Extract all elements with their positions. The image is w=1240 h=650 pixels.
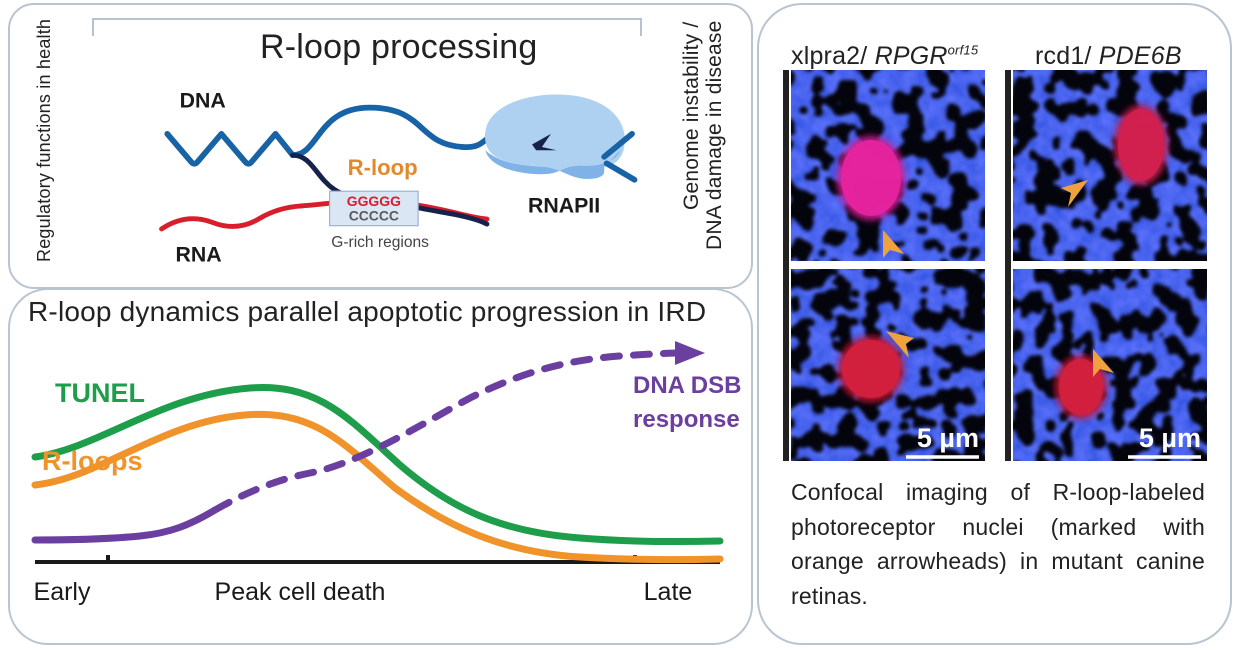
svg-text:G-rich regions: G-rich regions — [331, 234, 429, 251]
svg-text:Late: Late — [644, 578, 693, 606]
svg-text:RNAPII: RNAPII — [528, 194, 600, 218]
svg-text:GGGGG: GGGGG — [347, 193, 401, 209]
svg-text:5 µm: 5 µm — [1139, 423, 1201, 453]
svg-text:5 µm: 5 µm — [917, 423, 979, 453]
svg-text:R-loop: R-loop — [348, 155, 418, 180]
svg-text:Peak cell death: Peak cell death — [215, 578, 386, 606]
svg-text:R-loops: R-loops — [42, 446, 143, 476]
svg-text:Early: Early — [34, 578, 91, 606]
svg-text:DNA: DNA — [180, 89, 226, 113]
svg-text:TUNEL: TUNEL — [55, 378, 145, 408]
svg-text:DNA DSB: DNA DSB — [633, 372, 741, 399]
svg-text:CCCCC: CCCCC — [349, 208, 399, 224]
svg-text:response: response — [633, 406, 740, 433]
svg-text:RNA: RNA — [175, 243, 221, 265]
